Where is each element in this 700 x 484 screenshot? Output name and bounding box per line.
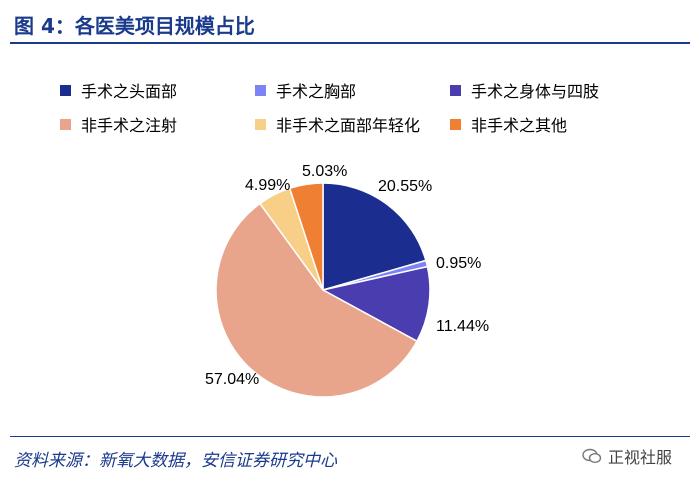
pie-slice <box>320 265 431 343</box>
pie-slice <box>288 182 324 291</box>
legend-swatch <box>60 118 71 130</box>
legend-label: 手术之头面部 <box>81 82 178 101</box>
page-title: 图 4：各医美项目规模占比 <box>14 14 255 38</box>
data-label: 4.99% <box>245 177 290 194</box>
source-note: 资料来源：新氧大数据，安信证券研究中心 <box>14 451 337 471</box>
pie-slice <box>322 182 427 291</box>
legend-swatch <box>450 84 461 96</box>
legend-label: 手术之胸部 <box>276 82 357 101</box>
wechat-icon <box>582 448 602 464</box>
data-label: 11.44% <box>436 318 489 335</box>
legend-item: 手术之头面部 <box>60 78 255 102</box>
pie-slices <box>215 182 431 398</box>
legend-swatch <box>255 84 266 96</box>
legend-item: 手术之身体与四肢 <box>450 78 660 102</box>
legend-swatch <box>450 118 461 130</box>
data-label: 57.04% <box>205 371 259 388</box>
legend-label: 非手术之面部年轻化 <box>276 116 421 135</box>
legend-item: 非手术之注射 <box>60 112 255 136</box>
watermark: 正视社服 <box>582 444 672 468</box>
legend-label: 非手术之其他 <box>471 116 568 135</box>
data-label: 5.03% <box>302 163 347 180</box>
legend-swatch <box>60 84 71 96</box>
data-label: 0.95% <box>436 255 481 272</box>
title-divider <box>10 42 690 44</box>
legend-label: 非手术之注射 <box>81 116 178 135</box>
legend-swatch <box>255 118 266 130</box>
legend-item: 手术之胸部 <box>255 78 450 102</box>
data-label: 20.55% <box>378 178 432 195</box>
chart-legend: 手术之头面部 手术之胸部 手术之身体与四肢 非手术之注射 非手术之面部年轻化 非… <box>60 78 660 136</box>
legend-item: 非手术之其他 <box>450 112 660 136</box>
legend-label: 手术之身体与四肢 <box>471 82 600 101</box>
footer-divider <box>10 436 690 437</box>
pie-data-labels: 20.55% 0.95% 11.44% 57.04% 4.99% 5.03% <box>205 163 489 388</box>
legend-item: 非手术之面部年轻化 <box>255 112 450 136</box>
watermark-text: 正视社服 <box>608 448 673 467</box>
pie-slice <box>215 202 418 398</box>
